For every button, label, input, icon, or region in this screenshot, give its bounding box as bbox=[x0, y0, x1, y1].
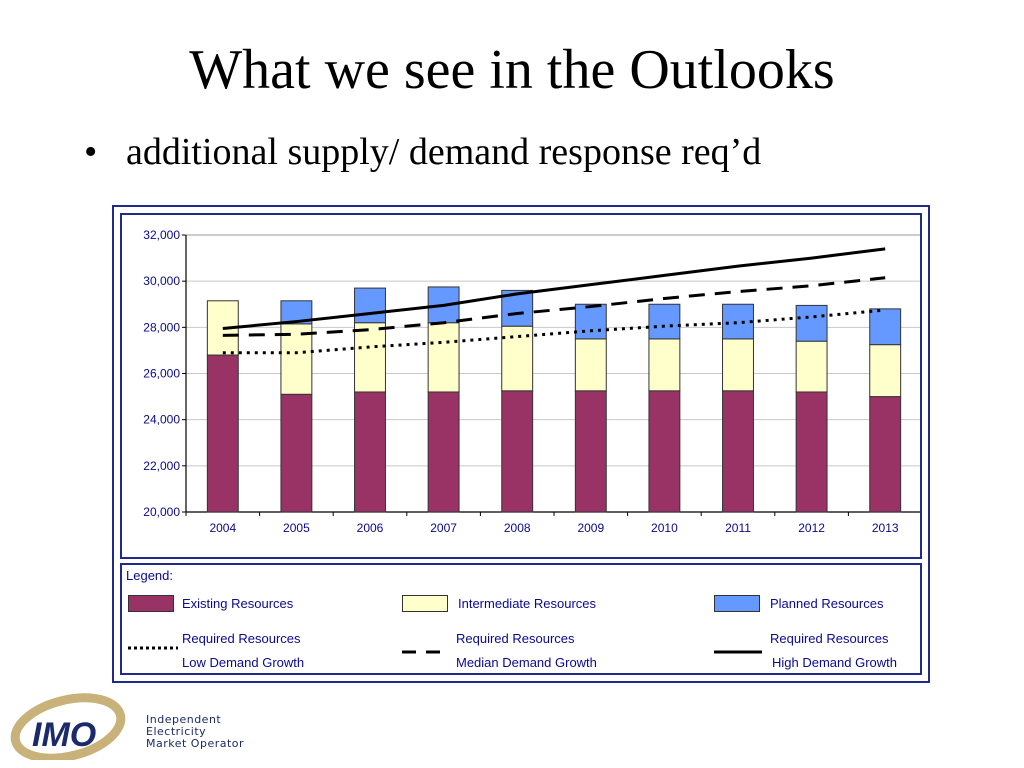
bar-planned-2011 bbox=[722, 303, 754, 340]
bar-existing-2012 bbox=[795, 391, 828, 513]
slide-title: What we see in the Outlooks bbox=[189, 39, 835, 101]
bar-existing-2005 bbox=[280, 393, 313, 513]
bar-planned-2005 bbox=[280, 300, 313, 325]
bar-existing-2009 bbox=[574, 390, 607, 513]
legend-label-existing: Existing Resources bbox=[182, 596, 294, 611]
legend-swatch-planned bbox=[714, 595, 760, 612]
legend-line-median-sample bbox=[402, 650, 448, 654]
x-tick-label: 2013 bbox=[872, 521, 899, 535]
legend: Legend: Existing Resources Intermediate … bbox=[120, 563, 922, 675]
bar-planned-2012 bbox=[795, 304, 828, 342]
bar-intermediate-2007 bbox=[427, 322, 460, 393]
x-tick-label: 2004 bbox=[209, 521, 236, 535]
logo-mark: IMO bbox=[32, 716, 96, 754]
bar-planned-2006 bbox=[354, 287, 386, 324]
legend-swatch-existing bbox=[128, 595, 174, 612]
legend-label-median-2: Median Demand Growth bbox=[456, 655, 597, 670]
plot-area: 20,000 22,000 24,000 26,000 28,000 30,000 32,0… bbox=[120, 213, 923, 559]
bar-intermediate-2010 bbox=[648, 338, 681, 392]
bar-existing-2007 bbox=[427, 391, 460, 513]
logo-wordmark: Independent Electricity Market Operator bbox=[146, 714, 244, 750]
bar-intermediate-2012 bbox=[795, 340, 828, 393]
line-dotted-demand-growth bbox=[222, 308, 886, 355]
bar-existing-2011 bbox=[722, 390, 754, 513]
bar-existing-2013 bbox=[869, 396, 902, 513]
bullet-icon: • bbox=[84, 131, 98, 173]
bar-existing-2008 bbox=[501, 390, 534, 513]
bar-existing-2010 bbox=[648, 390, 681, 513]
legend-label-low-2: Low Demand Growth bbox=[182, 655, 305, 670]
legend-heading: Legend: bbox=[126, 568, 173, 583]
bar-existing-2006 bbox=[354, 391, 386, 513]
y-tick-label: 22,000 bbox=[143, 459, 180, 473]
legend-line-low-sample bbox=[128, 646, 178, 650]
bar-planned-2013 bbox=[869, 308, 902, 346]
line-solid-demand-growth bbox=[222, 247, 886, 330]
y-tick-label: 28,000 bbox=[143, 320, 180, 334]
bar-planned-2010 bbox=[648, 303, 681, 340]
legend-line-high-sample bbox=[714, 650, 762, 654]
x-tick-label: 2009 bbox=[577, 521, 604, 535]
y-tick-label: 30,000 bbox=[143, 274, 180, 288]
legend-swatch-intermediate bbox=[402, 595, 448, 612]
bar-intermediate-2006 bbox=[354, 322, 386, 393]
x-tick-label: 2006 bbox=[357, 521, 384, 535]
bar-intermediate-2011 bbox=[722, 338, 754, 392]
logo-line-2: Electricity bbox=[146, 725, 207, 738]
x-tick-label: 2010 bbox=[651, 521, 678, 535]
bar-existing-2004 bbox=[206, 354, 239, 513]
legend-label-low-1: Required Resources bbox=[182, 631, 301, 646]
line-dashed-demand-growth bbox=[222, 276, 886, 337]
bar-intermediate-2009 bbox=[574, 338, 607, 392]
logo-line-3: Market Operator bbox=[146, 737, 245, 750]
y-tick-label: 32,000 bbox=[143, 228, 180, 242]
y-tick-label: 26,000 bbox=[143, 367, 180, 381]
x-tick-label: 2007 bbox=[430, 521, 457, 535]
legend-label-intermediate: Intermediate Resources bbox=[458, 596, 597, 611]
bar-intermediate-2013 bbox=[869, 344, 902, 398]
bullet-text: additional supply/ demand response req’d bbox=[126, 131, 762, 173]
legend-label-high-2: High Demand Growth bbox=[772, 655, 897, 670]
chart-svg: 20,000 22,000 24,000 26,000 28,000 30,000 32,0… bbox=[143, 228, 923, 535]
bar-planned-2009 bbox=[574, 303, 607, 340]
x-tick-label: 2008 bbox=[504, 521, 531, 535]
bullet-item: • additional supply/ demand response req’… bbox=[84, 130, 761, 174]
x-tick-label: 2011 bbox=[725, 521, 751, 535]
y-tick-label: 20,000 bbox=[143, 505, 180, 519]
logo-line-1: Independent bbox=[146, 713, 222, 726]
y-tick-label: 24,000 bbox=[143, 413, 180, 427]
imo-logo: IMO bbox=[10, 693, 126, 760]
legend-label-planned: Planned Resources bbox=[770, 596, 884, 611]
chart-frame: 20,000 22,000 24,000 26,000 28,000 30,000 32,0… bbox=[112, 205, 930, 683]
legend-label-median-1: Required Resources bbox=[456, 631, 575, 646]
x-tick-label: 2012 bbox=[798, 521, 825, 535]
legend-label-high-1: Required Resources bbox=[770, 631, 889, 646]
x-tick-label: 2005 bbox=[283, 521, 310, 535]
